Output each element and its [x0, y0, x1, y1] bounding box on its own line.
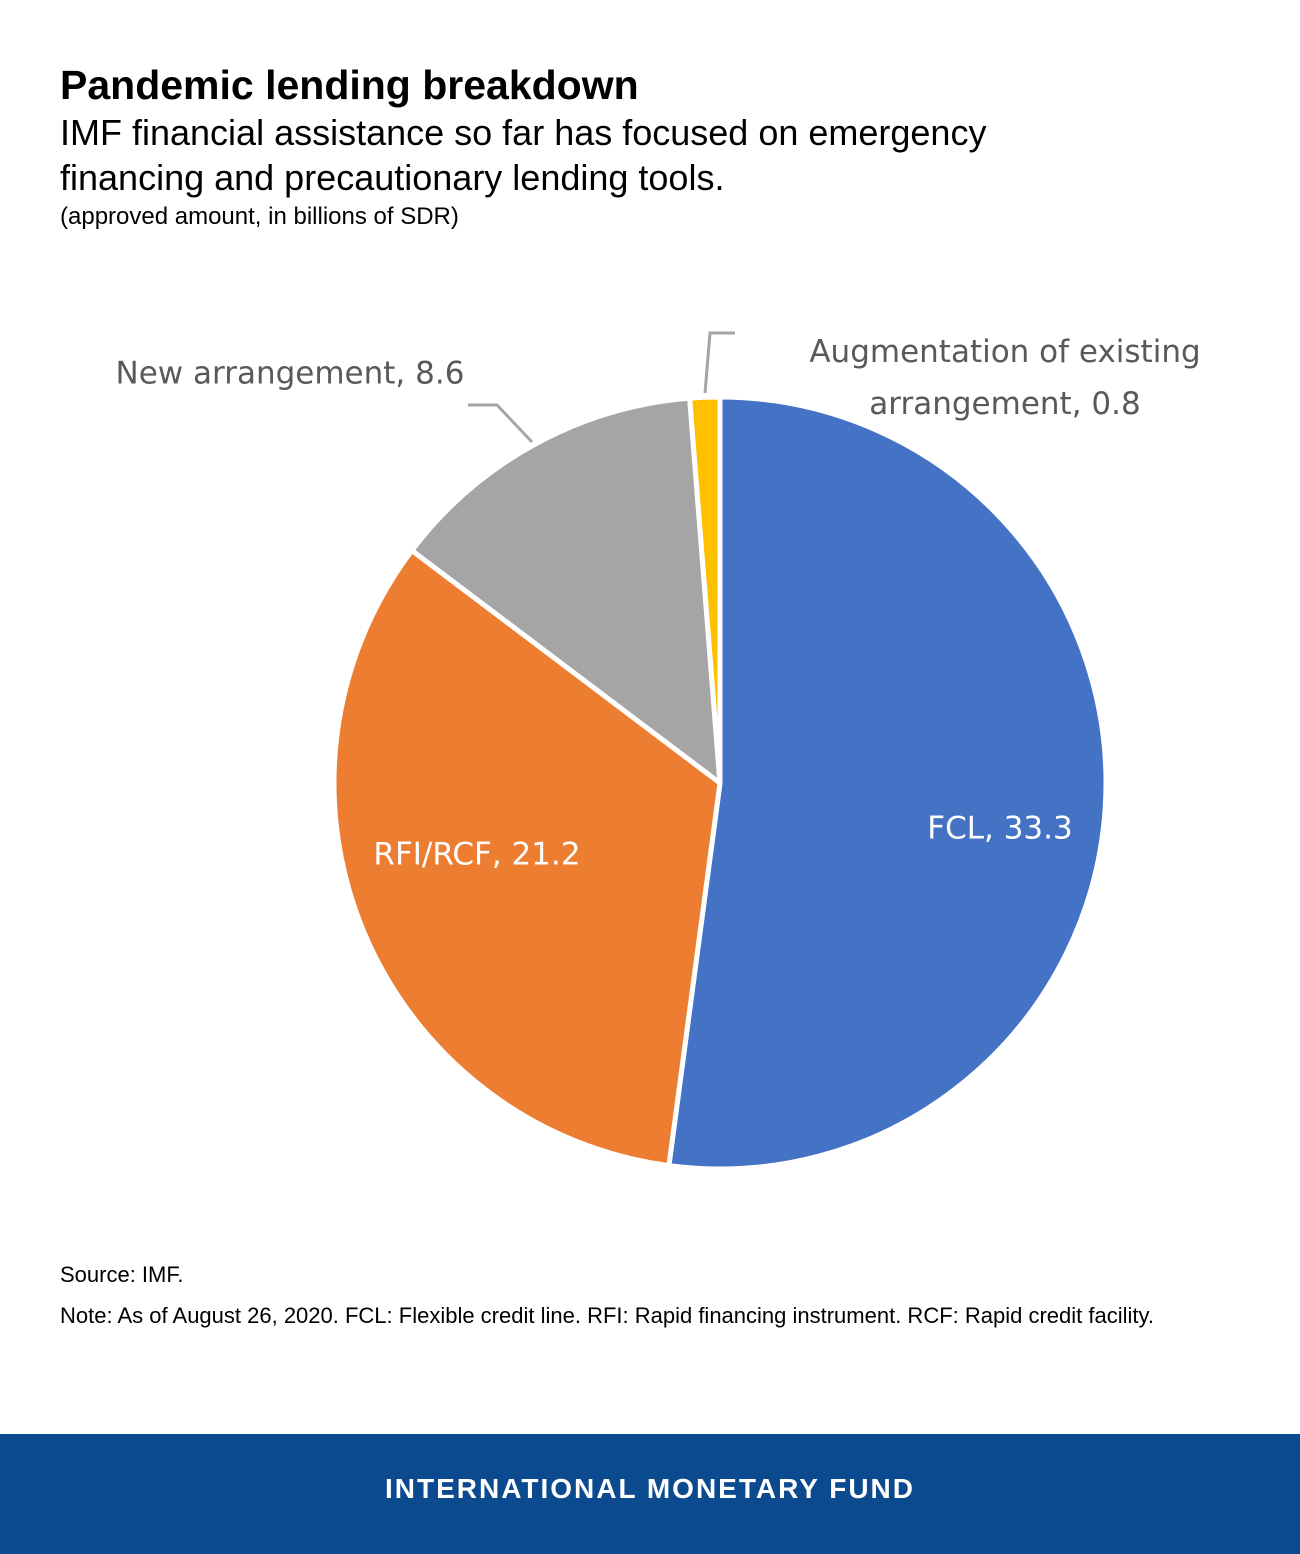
data-label: RFI/RCF, 21.2	[373, 837, 580, 873]
chart-subtitle: IMF financial assistance so far has focu…	[60, 112, 987, 198]
data-label: FCL, 33.3	[927, 811, 1072, 847]
data-label: Augmentation of existing arrangement, 0.8	[809, 334, 1200, 422]
chart-title: Pandemic lending breakdown	[60, 62, 639, 108]
footer: INTERNATIONAL MONETARY FUND	[0, 1434, 1300, 1554]
pie-slice	[687, 394, 723, 786]
leader-line	[468, 403, 534, 444]
label-line: Augmentation of existing	[809, 334, 1200, 370]
unit-note: (approved amount, in billions of SDR)	[60, 203, 459, 230]
label-line: arrangement, 0.8	[869, 386, 1140, 422]
chart: FCL, 33.3 RFI/RCF, 21.2 New arrangement, 8…	[115, 331, 1201, 1172]
footer-text: INTERNATIONAL MONETARY FUND	[385, 1473, 915, 1504]
source: Source: IMF.	[60, 1262, 184, 1287]
pie-slice	[331, 547, 723, 1169]
leader-line	[703, 331, 735, 394]
note: Note: As of August 26, 2020. FCL: Flexib…	[60, 1303, 1154, 1328]
data-label: New arrangement, 8.6	[116, 356, 465, 392]
pie-slice	[666, 394, 1109, 1172]
pie-slice	[409, 395, 723, 786]
